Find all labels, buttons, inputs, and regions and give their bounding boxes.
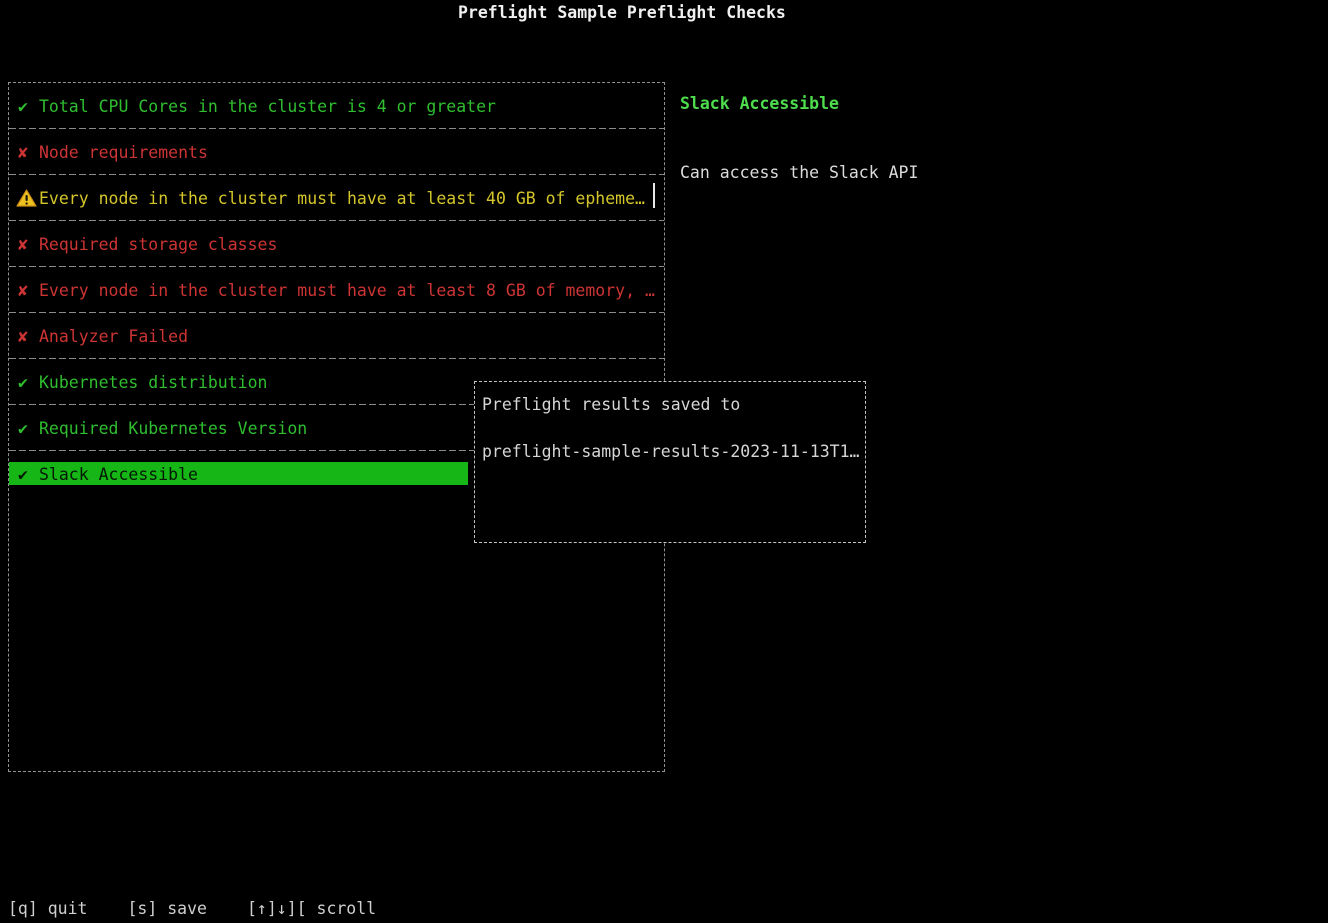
save-results-dialog: Preflight results saved to preflight-sam… <box>474 381 866 543</box>
dialog-message: Preflight results saved to <box>482 395 741 414</box>
check-fail-icon: ✘ <box>18 142 28 162</box>
check-item[interactable]: ✘ Node requirements <box>9 129 664 175</box>
check-item[interactable]: ✔ Kubernetes distribution <box>9 359 664 405</box>
check-pass-icon: ✔ <box>18 464 28 484</box>
check-item-label: Slack Accessible <box>39 464 198 484</box>
check-fail-icon: ✘ <box>18 280 28 300</box>
page-title: Preflight Sample Preflight Checks <box>458 3 786 22</box>
detail-heading: Slack Accessible <box>680 94 839 113</box>
hint-save[interactable]: [s] save <box>127 899 207 918</box>
check-fail-icon: ✘ <box>18 326 28 346</box>
check-item-label: Every node in the cluster must have at l… <box>39 188 645 208</box>
check-item[interactable]: ✘ Required storage classes <box>9 221 664 267</box>
check-pass-icon: ✔ <box>18 372 28 392</box>
check-item-label: Every node in the cluster must have at l… <box>39 280 655 300</box>
list-scrollbar-thumb[interactable] <box>653 183 655 208</box>
check-item-label: Required Kubernetes Version <box>39 418 308 438</box>
check-item-label: Node requirements <box>39 142 208 162</box>
hint-scroll[interactable]: [↑]↓][ scroll <box>246 899 377 918</box>
check-fail-icon: ✘ <box>18 234 28 254</box>
check-item-label: Total CPU Cores in the cluster is 4 or g… <box>39 96 496 116</box>
check-item-label: Analyzer Failed <box>39 326 189 346</box>
check-pass-icon: ✔ <box>18 96 28 116</box>
dialog-filename: preflight-sample-results-2023-11-13T1… <box>482 442 860 461</box>
warning-icon <box>11 189 39 207</box>
hint-quit[interactable]: [q] quit <box>8 899 88 918</box>
check-item[interactable]: ✔ Required Kubernetes Version <box>9 405 664 451</box>
check-item-label: Kubernetes distribution <box>39 372 268 392</box>
check-item-selected[interactable]: ✔ Slack Accessible <box>9 451 664 497</box>
check-pass-icon: ✔ <box>18 418 28 438</box>
check-item[interactable]: ✔ Total CPU Cores in the cluster is 4 or… <box>9 83 664 129</box>
check-item-label: Required storage classes <box>39 234 278 254</box>
check-item[interactable]: Every node in the cluster must have at l… <box>9 175 664 221</box>
check-item[interactable]: ✘ Analyzer Failed <box>9 313 664 359</box>
check-item[interactable]: ✘ Every node in the cluster must have at… <box>9 267 664 313</box>
detail-body: Can access the Slack API <box>680 163 919 182</box>
statusbar: [q] quit [s] save [↑]↓][ scroll <box>8 899 376 918</box>
